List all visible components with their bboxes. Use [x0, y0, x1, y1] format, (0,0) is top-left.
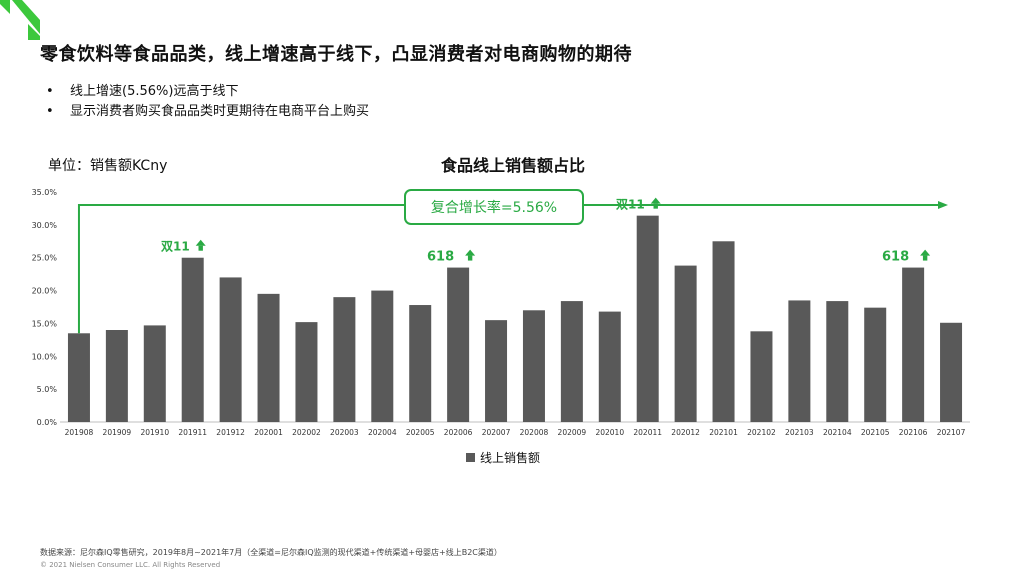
x-tick-label: 202105 — [861, 428, 890, 437]
x-tick-label: 201912 — [216, 428, 245, 437]
up-arrow-stem — [198, 245, 203, 251]
x-tick-label: 202008 — [520, 428, 549, 437]
x-tick-label: 201908 — [65, 428, 94, 437]
x-tick-label: 201909 — [103, 428, 132, 437]
x-tick-label: 202001 — [254, 428, 283, 437]
up-arrow-icon — [195, 239, 206, 246]
bar — [864, 307, 887, 422]
footer-source: 数据来源：尼尔森IQ零售研究，2019年8月~2021年7月（全渠道=尼尔森IQ… — [40, 548, 502, 557]
chart-title: 食品线上销售额占比 — [440, 156, 585, 175]
x-tick-label: 201911 — [178, 428, 207, 437]
bullet-item: • 显示消费者购买食品品类时更期待在电商平台上购买 — [46, 102, 369, 122]
cagr-callout: 复合增长率=5.56% — [404, 189, 584, 225]
bar — [826, 301, 849, 422]
y-tick-label: 5.0% — [37, 385, 58, 394]
x-tick-label: 202106 — [899, 428, 928, 437]
bar — [560, 301, 583, 422]
x-tick-label: 202101 — [709, 428, 738, 437]
bar — [105, 330, 128, 422]
bar — [371, 290, 394, 422]
bar — [447, 267, 470, 422]
nielsen-logo — [0, 0, 40, 40]
bar — [674, 265, 697, 422]
bar — [295, 322, 318, 422]
annotation-label: 618 — [882, 250, 909, 265]
x-tick-label: 202107 — [937, 428, 966, 437]
bar — [940, 322, 963, 422]
bar — [712, 241, 735, 422]
x-tick-label: 202010 — [595, 428, 624, 437]
bullet-text: 线上增速(5.56%)远高于线下 — [70, 84, 239, 99]
x-tick-label: 202002 — [292, 428, 321, 437]
bar — [485, 320, 508, 422]
up-arrow-stem — [653, 203, 658, 209]
up-arrow-stem — [922, 255, 928, 261]
x-tick-label: 202009 — [558, 428, 587, 437]
y-tick-label: 35.0% — [32, 188, 58, 197]
y-tick-label: 15.0% — [32, 319, 58, 328]
x-tick-label: 202102 — [747, 428, 776, 437]
legend-label: 线上销售额 — [480, 451, 541, 465]
bar — [902, 267, 925, 422]
annotation-label: 双11 — [161, 240, 190, 254]
bullet-dot: • — [46, 84, 54, 99]
bullet-item: • 线上增速(5.56%)远高于线下 — [46, 82, 369, 102]
bar — [143, 325, 166, 422]
up-arrow-icon — [920, 249, 931, 256]
bullet-text: 显示消费者购买食品品类时更期待在电商平台上购买 — [70, 104, 370, 119]
bar — [522, 310, 545, 422]
bar — [598, 311, 621, 422]
x-tick-label: 202004 — [368, 428, 397, 437]
bar — [181, 257, 204, 422]
page-title: 零食饮料等食品品类，线上增速高于线下，凸显消费者对电商购物的期待 — [40, 44, 632, 65]
y-tick-label: 20.0% — [32, 287, 58, 296]
y-tick-label: 25.0% — [32, 254, 58, 263]
x-tick-label: 202012 — [671, 428, 700, 437]
cagr-trend-line — [77, 204, 940, 334]
chart-legend: 线上销售额 — [466, 449, 540, 466]
y-tick-label: 10.0% — [32, 352, 58, 361]
bar — [219, 277, 242, 422]
up-arrow-icon — [650, 197, 661, 204]
bar — [788, 300, 811, 422]
bar — [333, 297, 356, 422]
legend-swatch — [466, 453, 475, 462]
bullet-dot: • — [46, 104, 54, 119]
y-tick-label: 0.0% — [37, 418, 58, 427]
x-tick-label: 202003 — [330, 428, 359, 437]
bar — [750, 331, 773, 422]
footer-copyright: © 2021 Nielsen Consumer LLC. All Rights … — [40, 561, 221, 569]
up-arrow-icon — [465, 249, 476, 256]
up-arrow-stem — [467, 255, 473, 261]
annotation-label: 618 — [427, 250, 454, 265]
x-tick-label: 202011 — [633, 428, 662, 437]
annotation-label: 双11 — [616, 198, 645, 212]
x-tick-label: 202007 — [482, 428, 511, 437]
x-tick-label: 202103 — [785, 428, 814, 437]
cagr-arrow-head — [938, 201, 948, 209]
bullet-list: • 线上增速(5.56%)远高于线下 • 显示消费者购买食品品类时更期待在电商平… — [46, 82, 369, 122]
x-tick-label: 202006 — [444, 428, 473, 437]
x-tick-label: 202104 — [823, 428, 852, 437]
bar — [257, 293, 280, 422]
bar — [409, 305, 432, 422]
bar — [636, 215, 659, 422]
x-tick-label: 201910 — [140, 428, 169, 437]
unit-label: 单位：销售额KCny — [48, 158, 168, 174]
y-tick-label: 30.0% — [32, 221, 58, 230]
x-tick-label: 202005 — [406, 428, 435, 437]
bar — [67, 333, 90, 422]
